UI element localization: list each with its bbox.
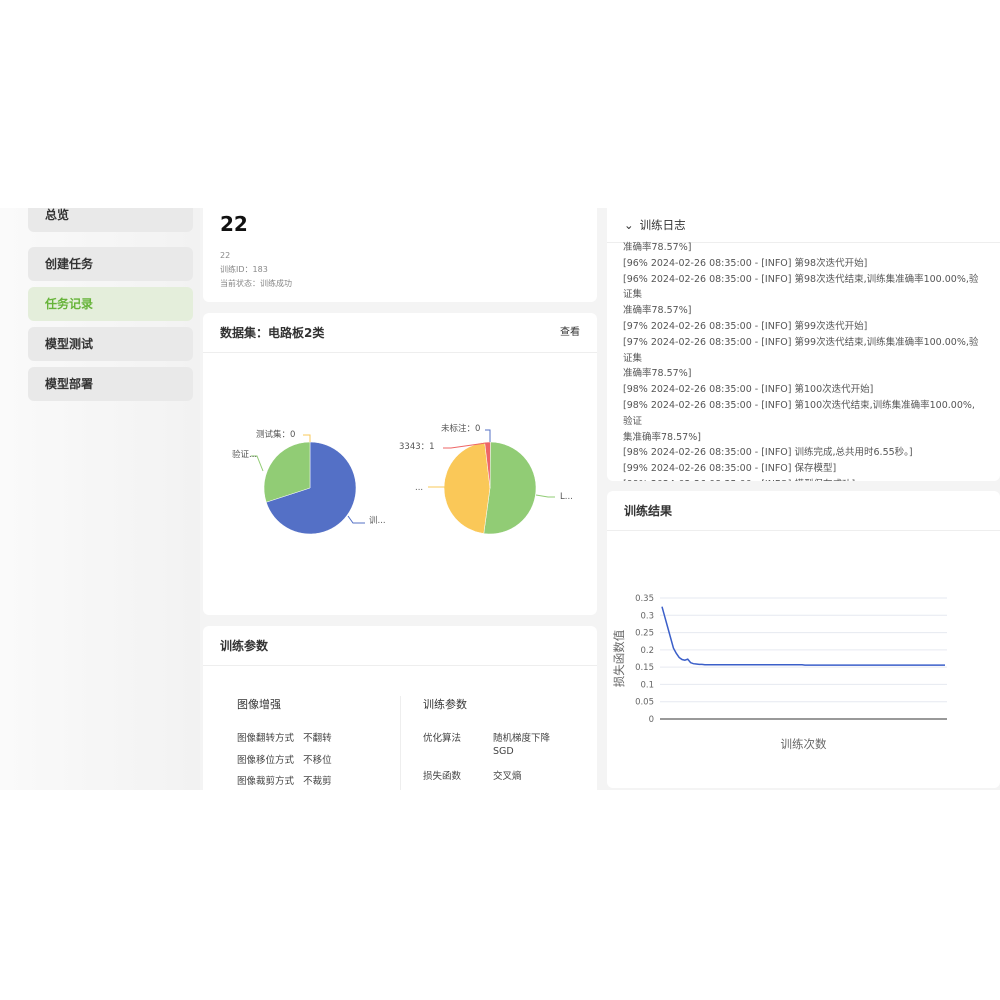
aug-title: 图像增强 <box>237 698 281 711</box>
param-value: 随机梯度下降 <box>493 733 551 744</box>
log-line: [98% 2024-02-26 08:35:00 - [INFO] 第100次迭… <box>623 384 874 396</box>
log-line: [97% 2024-02-26 08:35:00 - [INFO] 第99次迭代… <box>623 320 868 332</box>
sidebar: 总览 创建任务 任务记录 模型测试 模型部署 <box>0 208 200 790</box>
y-tick-label: 0.35 <box>635 594 654 604</box>
log-line: [98% 2024-02-26 08:35:00 - [INFO] 第100次迭… <box>623 399 975 427</box>
pie-label-line <box>303 434 311 442</box>
log-line: 准确率78.57%] <box>623 305 692 317</box>
view-dataset-link[interactable]: 查看 <box>560 327 580 338</box>
pie-label-line <box>535 494 555 498</box>
pie-slice[interactable] <box>483 441 537 535</box>
log-line: 准确率78.57%] <box>623 242 692 253</box>
y-tick-label: 0.1 <box>640 680 654 690</box>
sidebar-item-task-records[interactable]: 任务记录 <box>28 287 193 321</box>
divider <box>400 696 401 790</box>
params-card: 训练参数 图像增强 图像翻转方式 不翻转 图像移位方式 不移位 图像裁剪方式 不… <box>203 626 597 790</box>
pie-label-line <box>485 429 491 442</box>
pie-label-unlabeled: 未标注：0 <box>441 424 481 434</box>
param-value: 交叉熵 <box>493 771 522 782</box>
y-tick-label: 0 <box>649 715 654 725</box>
task-info-card: 22 22 训练ID：183 当前状态：训练成功 <box>203 208 597 302</box>
log-line: [96% 2024-02-26 08:35:00 - [INFO] 第98次迭代… <box>623 273 979 301</box>
y-tick-label: 0.15 <box>635 663 654 673</box>
y-tick-label: 0.3 <box>640 611 654 621</box>
log-line: 准确率78.57%] <box>623 368 692 380</box>
pie-label-3343: 3343：1 <box>399 442 435 452</box>
split-pie-chart <box>251 429 555 535</box>
loss-chart: 0 0.05 0.1 0.15 0.2 0.25 0.3 0.35 训练次数 损失函数值 <box>612 594 947 751</box>
log-content[interactable]: 准确率78.57%] [96% 2024-02-26 08:35:00 - [IN… <box>607 240 1000 481</box>
sidebar-item-overview[interactable]: 总览 <box>28 208 193 232</box>
loss-line <box>661 606 945 666</box>
aug-value: 不裁剪 <box>303 776 332 787</box>
train-params-title: 训练参数 <box>423 698 467 711</box>
aug-key: 图像移位方式 <box>237 755 295 766</box>
log-line: [98% 2024-02-26 08:35:00 - [INFO] 训练完成,总… <box>623 447 913 459</box>
aug-value: 不翻转 <box>303 733 332 744</box>
x-axis-label: 训练次数 <box>781 737 827 751</box>
log-line: 集准确率78.57%] <box>623 431 701 443</box>
param-value-sub: SGD <box>493 746 514 757</box>
pie-label-test: 测试集：0 <box>256 430 296 440</box>
dataset-title: 数据集：电路板2类 <box>220 326 325 340</box>
aug-value: 不移位 <box>303 755 332 766</box>
sidebar-item-model-deploy[interactable]: 模型部署 <box>28 367 193 401</box>
dataset-card: 数据集：电路板2类 查看 测试集：0 验证... 训... 未标注：0 3343：… <box>203 313 597 615</box>
pie-label-line <box>443 442 487 449</box>
pie-slice[interactable] <box>484 441 491 489</box>
pie-label-l: L... <box>560 492 573 502</box>
y-tick-label: 0.05 <box>635 698 654 708</box>
log-toggle[interactable]: ⌄ 训练日志 <box>607 208 1000 243</box>
log-line: [97% 2024-02-26 08:35:00 - [INFO] 第99次迭代… <box>623 336 979 364</box>
task-title: 22 <box>220 212 248 236</box>
pie-slice[interactable] <box>265 441 357 535</box>
task-name: 22 <box>220 251 231 260</box>
y-tick-label: 0.25 <box>635 629 654 639</box>
sidebar-item-model-test[interactable]: 模型测试 <box>28 327 193 361</box>
results-card: 训练结果 0 0.05 0.1 0.15 0.2 0.25 0.3 0.35 训练次数 损失函数值 <box>607 491 1000 788</box>
y-axis-label: 损失函数值 <box>612 629 626 687</box>
pie-slice[interactable] <box>443 442 491 534</box>
pie-label-line <box>251 455 264 472</box>
log-card: ⌄ 训练日志 准确率78.57%] [96% 2024-02-26 08:35:00… <box>607 208 1000 481</box>
pie-label-line <box>347 515 365 524</box>
aug-key: 图像裁剪方式 <box>237 776 295 787</box>
y-tick-label: 0.2 <box>640 646 654 656</box>
task-status: 当前状态：训练成功 <box>220 279 292 288</box>
log-line: [96% 2024-02-26 08:35:00 - [INFO] 第98次迭代… <box>623 257 868 269</box>
chevron-down-icon: ⌄ <box>624 218 634 232</box>
pie-label-val: 验证... <box>232 450 258 460</box>
sidebar-item-create-task[interactable]: 创建任务 <box>28 247 193 281</box>
pie-slice[interactable] <box>263 441 311 503</box>
log-line: [99% 2024-02-26 08:35:00 - [INFO] 模型保存成功… <box>623 477 984 481</box>
log-line: [99% 2024-02-26 08:35:00 - [INFO] 保存模型] <box>623 463 837 475</box>
log-title: 训练日志 <box>639 218 686 232</box>
train-id: 训练ID：183 <box>220 265 268 274</box>
param-key: 损失函数 <box>423 771 462 782</box>
aug-key: 图像翻转方式 <box>237 733 295 744</box>
param-key: 优化算法 <box>423 733 462 744</box>
results-title: 训练结果 <box>624 504 673 518</box>
pie-label-train: 训... <box>369 516 386 526</box>
pie-label-other: ... <box>415 483 424 493</box>
params-title: 训练参数 <box>220 639 269 653</box>
